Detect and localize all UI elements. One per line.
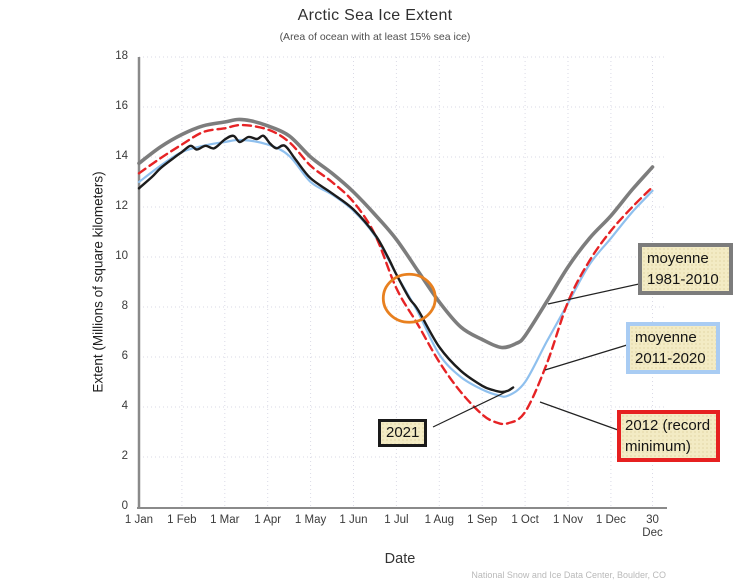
y-tick-label: 0 [121, 500, 128, 512]
callout-line [539, 401, 619, 431]
legend-label-2012: 2012 (record minimum) [617, 410, 720, 462]
highlight-ellipse [381, 272, 437, 324]
chart-title: Arctic Sea Ice Extent [297, 7, 453, 24]
x-tick-label: 30 Dec [642, 514, 663, 539]
x-tick-label: 1 Oct [511, 514, 539, 526]
y-tick-label: 16 [115, 100, 128, 112]
x-tick-label: 1 Nov [552, 514, 584, 526]
legend-label-1981-2010: moyenne 1981-2010 [638, 243, 733, 295]
x-tick-label: 1 Mar [210, 514, 240, 526]
attribution: National Snow and Ice Data Center, Bould… [471, 570, 666, 580]
x-tick-label: 1 Aug [424, 514, 454, 526]
callout-line [547, 283, 640, 305]
x-axis-title: Date [384, 551, 416, 567]
x-tick-label: 1 Feb [167, 514, 197, 526]
y-tick-label: 12 [115, 200, 128, 212]
callout-line [432, 388, 513, 428]
x-tick-label: 1 Apr [254, 514, 282, 526]
series-line-moyenne-1981-2010 [137, 117, 655, 350]
y-tick-label: 2 [121, 450, 128, 462]
series-line-moyenne-2011-2020 [137, 138, 654, 398]
x-tick-label: 1 May [294, 514, 327, 526]
x-tick-label: 1 Dec [595, 514, 626, 526]
y-tick-label: 8 [121, 300, 128, 312]
y-tick-label: 14 [115, 150, 128, 162]
callout-line [544, 344, 628, 371]
y-tick-label: 18 [115, 50, 128, 62]
x-tick-label: 1 Jun [339, 514, 368, 526]
x-tick-label: 1 Sep [467, 514, 498, 526]
legend-label-2021: 2021 [378, 419, 428, 447]
x-tick-label: 1 Jan [124, 514, 154, 526]
x-tick-label: 1 Jul [384, 514, 409, 526]
series-line-2021 [137, 134, 515, 394]
legend-label-2011-2020: moyenne 2011-2020 [626, 322, 720, 374]
series-line-2012-record-minimum- [137, 123, 654, 426]
chart-subtitle: (Area of ocean with at least 15% sea ice… [279, 31, 471, 43]
y-tick-label: 4 [121, 400, 128, 412]
y-tick-label: 10 [115, 250, 128, 262]
y-tick-label: 6 [121, 350, 128, 362]
